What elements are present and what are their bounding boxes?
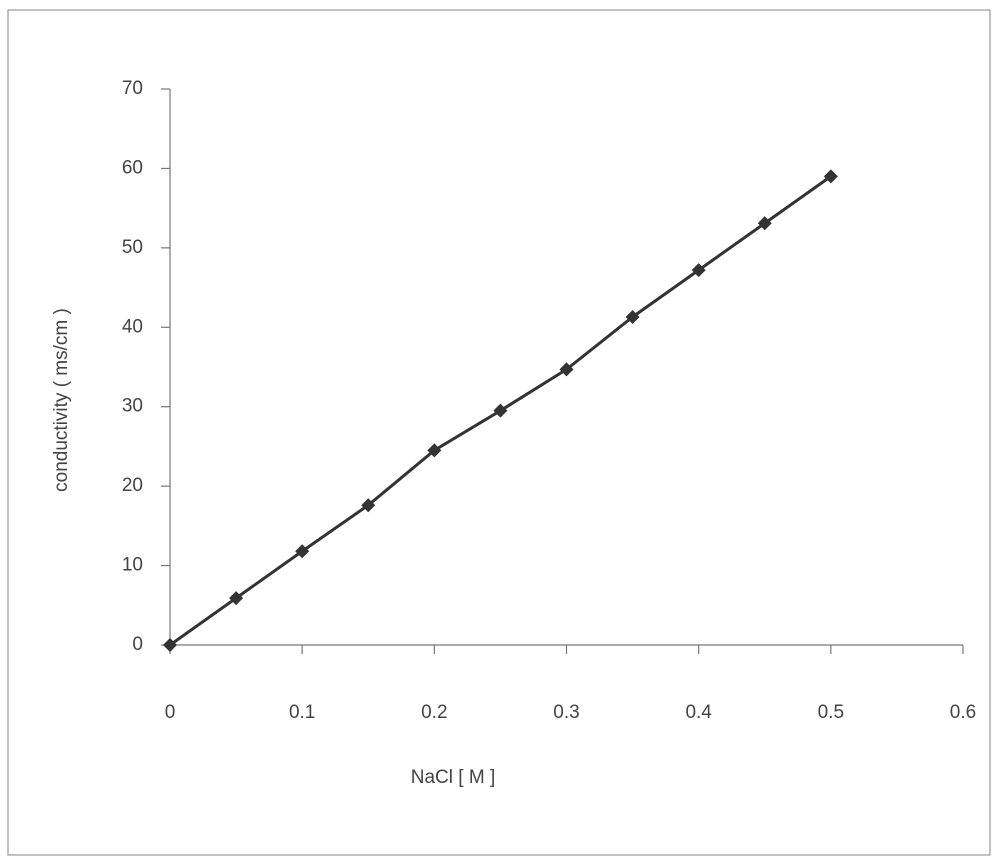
x-tick-label: 0	[165, 702, 176, 723]
data-point	[493, 404, 507, 418]
y-tick-label: 10	[122, 555, 143, 576]
x-tick-label: 0.3	[553, 702, 579, 723]
chart: NaCl [ M ] conductivity ( ms/cm ) 0 10 20 3…	[0, 0, 994, 859]
chart-frame	[8, 10, 990, 855]
y-tick-label: 50	[122, 237, 143, 258]
x-tick-label: 0.6	[950, 702, 976, 723]
y-tick-label: 40	[122, 316, 143, 337]
x-tick-label: 0.4	[685, 702, 712, 723]
y-tick-label: 0	[132, 634, 143, 655]
x-tick-label: 0.1	[289, 702, 315, 723]
y-axis-label: conductivity ( ms/cm )	[51, 308, 72, 492]
x-axis-label: NaCl [ M ]	[411, 767, 495, 788]
x-tick-label: 0.5	[818, 702, 844, 723]
x-tick-label: 0.2	[421, 702, 447, 723]
y-tick-label: 30	[122, 396, 143, 417]
y-tick-label: 60	[122, 157, 143, 178]
y-tick-label: 70	[122, 78, 143, 99]
y-tick-label: 20	[122, 475, 143, 496]
